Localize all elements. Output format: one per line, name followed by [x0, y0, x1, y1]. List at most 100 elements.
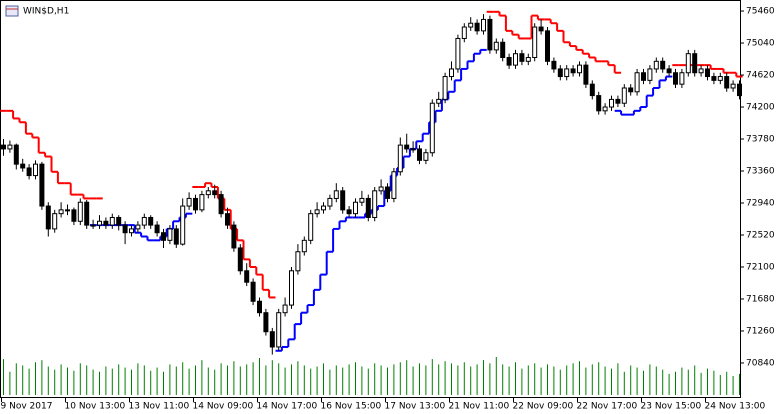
chart-icon — [5, 5, 19, 17]
candle-body — [346, 209, 352, 215]
y-tick-label: 72940 — [746, 198, 775, 208]
candle-body — [39, 163, 45, 207]
candle-body — [519, 53, 525, 62]
candle-body — [77, 201, 83, 222]
candle-body — [122, 224, 128, 234]
candle-body — [583, 64, 589, 85]
candle-body — [237, 247, 243, 272]
candle-body — [385, 186, 390, 199]
candle-body — [730, 83, 736, 89]
candle-body — [365, 197, 371, 218]
candle-body — [423, 152, 429, 161]
candle-body — [321, 205, 326, 211]
x-tick-label: 9 Nov 2017 — [1, 402, 53, 412]
candle-body — [461, 26, 467, 39]
candle-body — [353, 201, 358, 215]
candle-body — [609, 98, 614, 108]
candle-body — [282, 304, 288, 314]
y-tick-label: 71680 — [746, 294, 775, 304]
candle-body — [506, 57, 512, 66]
y-tick-label: 72100 — [746, 262, 775, 272]
candle-body — [327, 197, 333, 207]
candle-body — [301, 239, 307, 253]
candle-body — [570, 68, 576, 74]
candle-body — [404, 144, 410, 150]
y-tick-label: 73780 — [746, 135, 775, 145]
candle-body — [167, 228, 173, 241]
candle-body — [103, 220, 109, 226]
candle-body — [372, 190, 378, 218]
candle-body — [679, 72, 685, 85]
candle-body — [500, 41, 506, 59]
candle-body — [33, 163, 38, 177]
candle-body — [84, 201, 90, 226]
y-tick-label: 73360 — [746, 167, 775, 177]
candle-body — [58, 209, 64, 215]
candle-body — [685, 53, 691, 74]
candle-body — [205, 190, 211, 196]
candle-body — [711, 76, 717, 81]
candle-body — [225, 213, 230, 226]
candle-body — [257, 300, 262, 314]
candle-body — [634, 72, 640, 93]
candle-body — [391, 171, 397, 199]
candle-body — [532, 26, 538, 59]
chart-title: WIN$D,H1 — [23, 7, 69, 17]
candle-body — [705, 68, 710, 78]
candle-body — [90, 224, 96, 227]
x-tick-label: 22 Nov 17:00 — [577, 402, 638, 412]
y-tick-label: 71260 — [746, 326, 775, 336]
candle-body — [141, 216, 147, 226]
candle-body — [717, 76, 723, 81]
candle-body — [737, 83, 742, 97]
candle-body — [71, 209, 77, 222]
candle-body — [397, 144, 403, 173]
candle-body — [276, 312, 282, 348]
candle-body — [692, 53, 698, 74]
candle-body — [289, 270, 294, 306]
candle-body — [513, 53, 518, 66]
y-tick-label: 74620 — [746, 71, 775, 81]
candle-body — [314, 209, 320, 215]
candle-body — [564, 68, 570, 78]
candle-body — [65, 209, 70, 212]
candle-body — [26, 167, 32, 177]
y-tick-label: 72520 — [746, 230, 775, 240]
candle-body — [52, 213, 58, 230]
candle-body — [186, 197, 192, 207]
candle-body — [429, 102, 435, 154]
candle-body — [577, 64, 582, 74]
candle-body — [148, 216, 154, 226]
candle-body — [378, 186, 384, 192]
candle-body — [455, 37, 461, 70]
candle-body — [308, 213, 314, 241]
candle-body — [250, 281, 256, 302]
candle-body — [244, 270, 250, 283]
candle-body — [673, 72, 678, 85]
candle-body — [269, 331, 275, 348]
candle-body — [628, 87, 634, 93]
candle-body — [333, 190, 339, 199]
candle-body — [724, 76, 730, 89]
y-tick-label: 75460 — [746, 7, 775, 17]
candle-body — [359, 197, 365, 203]
candle-body — [180, 205, 186, 245]
candle-body — [487, 18, 493, 51]
x-tick-label: 17 Nov 13:00 — [385, 402, 446, 412]
candle-body — [116, 216, 122, 226]
candle-body — [231, 224, 237, 249]
x-tick-label: 24 Nov 13:00 — [705, 402, 766, 412]
y-tick-label: 75040 — [746, 39, 775, 49]
candle-body — [551, 60, 557, 70]
candle-body — [641, 72, 646, 81]
candle-body — [135, 224, 141, 230]
x-tick-label: 10 Nov 13:00 — [65, 402, 126, 412]
candle-body — [442, 76, 448, 100]
candle-body — [545, 30, 550, 62]
candle-body — [97, 220, 102, 226]
candle-body — [525, 57, 531, 62]
candle-body — [653, 60, 659, 70]
candle-body — [263, 312, 269, 333]
